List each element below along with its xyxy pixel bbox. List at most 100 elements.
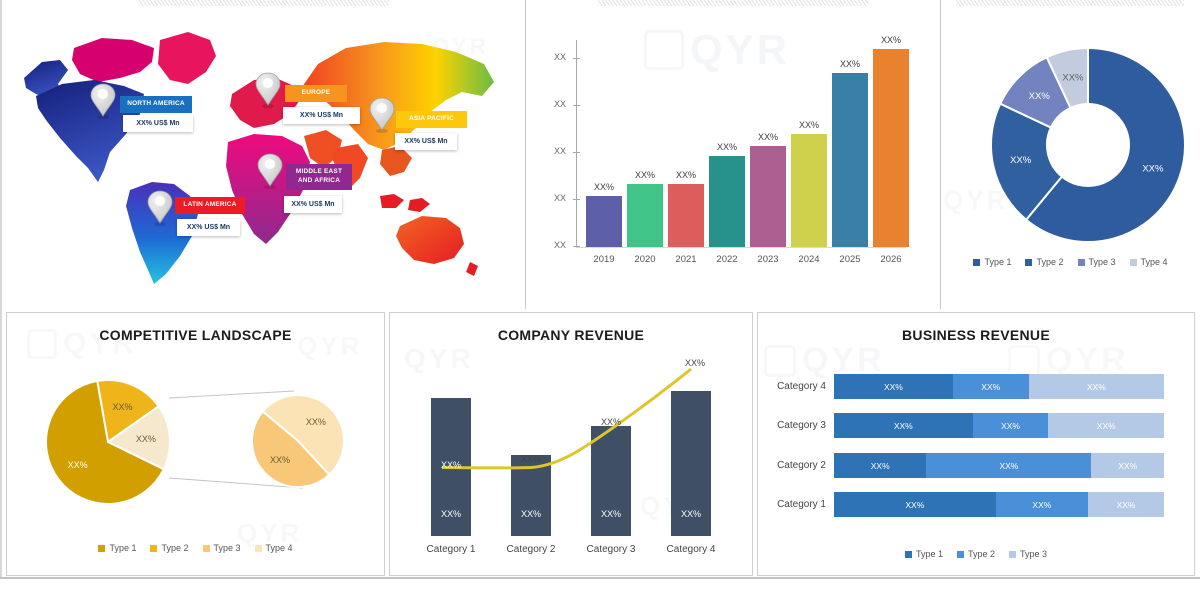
donut-slice-label: XX%	[1010, 155, 1032, 166]
company-bar-label: XX%	[440, 509, 461, 519]
legend-marker	[904, 550, 912, 558]
pie-slice-label: XX%	[68, 460, 88, 470]
legend-marker	[150, 544, 158, 552]
x-axis	[576, 247, 906, 248]
legend-marker	[1129, 258, 1137, 266]
pie-slice-label: XX%	[306, 417, 326, 427]
growth-x-label: 2024	[798, 254, 820, 265]
legend-item: Type 4	[254, 543, 293, 553]
map-indonesia-2	[408, 198, 430, 212]
legend-label: Type 1	[109, 543, 137, 553]
panel-competitive-landscape: QYR QYR QYR COMPETITIVE LANDSCAPE XX% XX%…	[6, 312, 385, 576]
business-category-label: Category 4	[777, 381, 826, 392]
legend-item: Type 2	[956, 549, 995, 559]
map-new-zealand	[466, 262, 478, 276]
business-bar: XX% XX% XX%	[834, 413, 1164, 438]
growth-bar	[627, 184, 663, 247]
region-value: XX% US$ Mn	[123, 115, 193, 132]
business-bar: XX% XX% XX%	[834, 374, 1164, 399]
business-bar-segment: XX%	[972, 413, 1049, 438]
growth-bar-label: XX%	[880, 35, 901, 45]
legend-marker	[254, 544, 262, 552]
company-bar-label: XX%	[520, 509, 541, 519]
growth-x-label: 2020	[634, 254, 656, 265]
company-category-label: Category 3	[586, 544, 636, 555]
pie-slice	[96, 379, 161, 444]
growth-bar-label: XX%	[839, 59, 860, 69]
line-point-label: XX%	[684, 358, 705, 368]
panel-company-revenue: QYR QYR COMPANY REVENUE XX%Category 1XX%…	[389, 312, 753, 576]
line-point-label: XX%	[440, 459, 461, 470]
region-value: XX% US$ Mn	[284, 196, 342, 213]
business-revenue-title: BUSINESS REVENUE	[902, 327, 1050, 343]
legend-label: Type 1	[915, 549, 943, 559]
location-pin-north-america	[90, 83, 116, 119]
business-bar-segment: XX%	[834, 374, 953, 399]
y-tick-label: XX	[553, 52, 566, 62]
legend-label: Type 3	[1088, 257, 1116, 267]
growth-x-label: 2026	[880, 254, 902, 265]
legend-item: Type 1	[973, 257, 1011, 267]
donut-slice	[990, 102, 1064, 222]
location-pin-latin-america	[147, 190, 173, 226]
business-bar-segment: XX%	[1028, 374, 1164, 399]
growth-bar	[791, 134, 827, 247]
growth-bar-label: XX%	[716, 142, 737, 152]
business-category-label: Category 2	[777, 460, 826, 471]
legend-marker	[956, 550, 964, 558]
map-se-asia	[380, 146, 412, 176]
y-axis	[576, 40, 577, 247]
company-bar-label: XX%	[600, 509, 621, 519]
growth-x-label: 2021	[675, 254, 697, 265]
region-label-header: NORTH AMERICA	[120, 96, 192, 113]
legend-item: Type 1	[98, 543, 136, 553]
map-canada	[72, 38, 154, 82]
business-bar-segment: XX%	[1048, 413, 1164, 438]
map-greenland	[158, 32, 216, 84]
competitive-landscape-title: COMPETITIVE LANDSCAPE	[99, 327, 292, 343]
panel-divider	[525, 0, 526, 309]
donut-slice-label: XX%	[1142, 163, 1164, 174]
map-europe	[230, 78, 300, 128]
growth-x-label: 2019	[593, 254, 615, 265]
legend-item: Type 3	[1077, 257, 1116, 267]
donut-slice	[1024, 46, 1186, 243]
pie-slice-label: XX%	[136, 434, 156, 444]
business-bar-segment: XX%	[1088, 492, 1164, 517]
business-revenue-chart: Category 4 XX% XX% XX% Category 3 XX% XX% XX% Ca…	[758, 313, 1196, 577]
legend-item: Type 1	[904, 549, 943, 559]
region-value: XX% US$ Mn	[395, 133, 457, 150]
legend-label: Type 3	[213, 543, 241, 553]
business-category-label: Category 3	[777, 420, 826, 431]
growth-bar-chart: XX XX XX XX XX XX% 2019 XX% 2020 XX% 2021 XX% 2022 XX…	[526, 0, 939, 309]
business-bar-segment: XX%	[926, 453, 1092, 478]
pie-slice-label: XX%	[112, 402, 132, 412]
company-bar-label: XX%	[680, 509, 701, 519]
business-bar: XX% XX% XX%	[834, 453, 1164, 478]
business-bar: XX% XX% XX%	[834, 492, 1164, 517]
company-bar	[671, 391, 711, 536]
map-africa	[226, 134, 310, 244]
line-point-label: XX%	[600, 417, 621, 428]
location-pin-europe	[255, 72, 281, 108]
region-label-header: MIDDLE EAST AND AFRICA	[286, 164, 352, 190]
pie-connector	[168, 477, 304, 489]
competitive-legend: Type 1 Type 2 Type 3 Type 4	[7, 543, 384, 553]
panel-market-growth: QYR XX XX XX XX XX XX% 2019 XX% 2020 XX% 2021 XX% 20…	[526, 0, 939, 309]
y-tick-label: XX	[553, 193, 566, 203]
map-indonesia	[380, 194, 404, 208]
map-australia	[396, 216, 464, 264]
business-bar-segment: XX%	[834, 413, 973, 438]
page-edge	[0, 0, 2, 577]
legend-label: Type 4	[265, 543, 293, 553]
region-value: XX% US$ Mn	[283, 107, 360, 124]
pie-slice	[261, 394, 345, 477]
trend-line-path	[441, 367, 692, 470]
business-bar-segment: XX%	[995, 492, 1089, 517]
legend-marker	[1077, 258, 1085, 266]
y-tick	[573, 105, 580, 106]
legend-marker	[202, 544, 210, 552]
donut-slice	[1045, 46, 1089, 110]
growth-bar	[709, 156, 745, 247]
pie-slice	[106, 404, 171, 471]
